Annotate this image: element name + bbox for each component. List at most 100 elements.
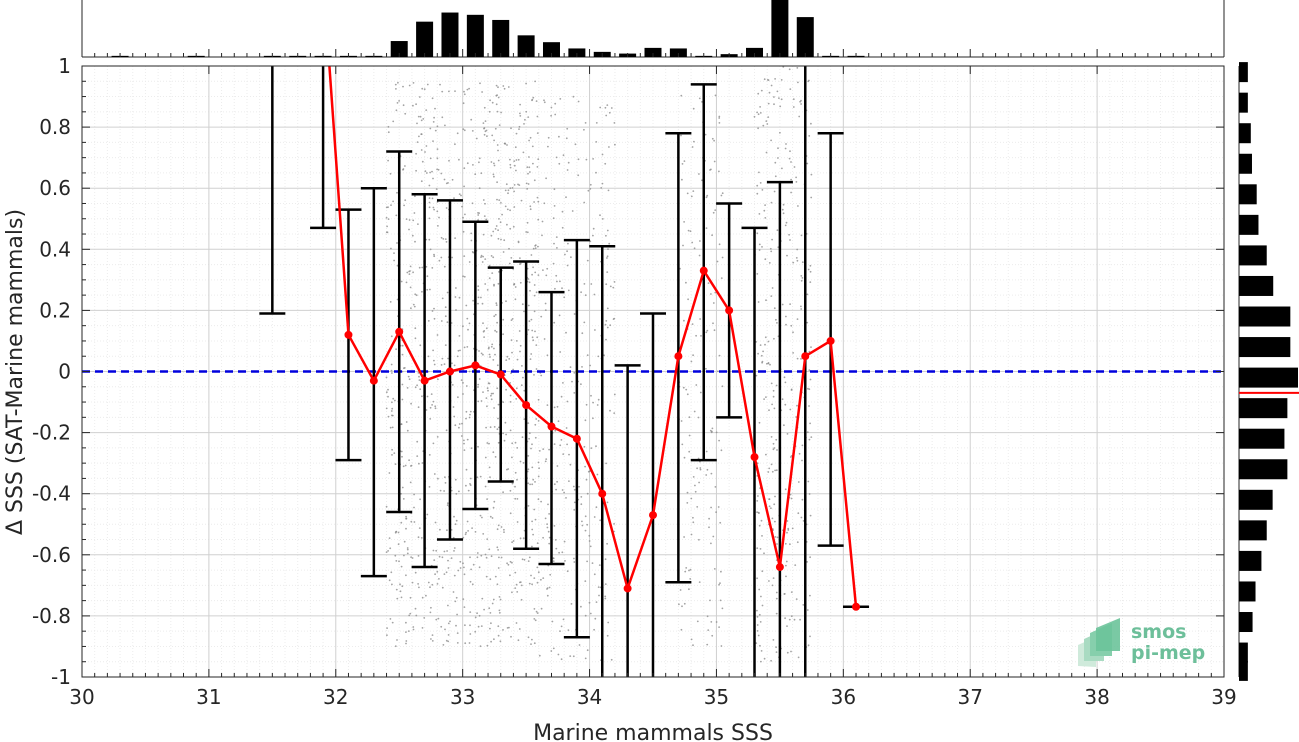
scatter-point bbox=[481, 516, 483, 519]
scatter-point bbox=[465, 417, 467, 420]
scatter-point bbox=[478, 378, 481, 380]
scatter-point bbox=[496, 110, 499, 113]
scatter-point bbox=[565, 331, 567, 334]
scatter-point bbox=[782, 203, 785, 206]
scatter-point bbox=[465, 468, 468, 471]
right-histogram-bar bbox=[1239, 184, 1257, 205]
mean-marker bbox=[623, 584, 632, 593]
scatter-point bbox=[705, 450, 708, 453]
scatter-point bbox=[761, 360, 764, 363]
scatter-point bbox=[718, 243, 721, 246]
scatter-point bbox=[424, 170, 427, 173]
scatter-point bbox=[402, 498, 405, 500]
y-tick-label: 0.4 bbox=[39, 237, 71, 261]
scatter-point bbox=[500, 238, 502, 241]
scatter-point bbox=[462, 562, 464, 565]
scatter-point bbox=[461, 422, 463, 425]
scatter-point bbox=[477, 219, 479, 221]
scatter-point bbox=[414, 195, 416, 198]
scatter-point bbox=[544, 517, 547, 520]
scatter-point bbox=[800, 516, 803, 519]
scatter-point bbox=[760, 650, 763, 652]
scatter-point bbox=[487, 389, 489, 392]
scatter-point bbox=[774, 161, 777, 164]
scatter-point bbox=[593, 516, 596, 518]
scatter-point bbox=[543, 99, 545, 102]
scatter-point bbox=[544, 309, 547, 311]
scatter-point bbox=[483, 133, 486, 136]
scatter-point bbox=[405, 421, 408, 423]
scatter-point bbox=[558, 162, 561, 165]
scatter-point bbox=[406, 548, 409, 551]
scatter-point bbox=[784, 403, 787, 406]
scatter-point bbox=[756, 616, 759, 618]
right-histogram-bar bbox=[1239, 459, 1288, 480]
scatter-point bbox=[536, 115, 539, 118]
scatter-point bbox=[773, 190, 776, 193]
scatter-point bbox=[436, 157, 439, 160]
scatter-point bbox=[390, 363, 393, 366]
scatter-point bbox=[710, 506, 712, 509]
scatter-point bbox=[772, 442, 775, 445]
scatter-point bbox=[466, 317, 469, 320]
scatter-point bbox=[462, 393, 464, 395]
mean-marker bbox=[725, 306, 734, 315]
scatter-point bbox=[781, 398, 784, 401]
scatter-point bbox=[432, 140, 434, 143]
scatter-point bbox=[505, 388, 507, 391]
scatter-point bbox=[507, 192, 509, 195]
scatter-point bbox=[506, 144, 508, 146]
scatter-point bbox=[433, 559, 436, 561]
scatter-point bbox=[527, 455, 530, 457]
scatter-point bbox=[514, 146, 517, 149]
scatter-point bbox=[436, 570, 439, 573]
scatter-point bbox=[391, 401, 393, 404]
scatter-point bbox=[580, 383, 582, 386]
scatter-point bbox=[418, 96, 421, 98]
scatter-point bbox=[429, 171, 431, 174]
scatter-point bbox=[484, 485, 487, 488]
scatter-point bbox=[433, 307, 435, 310]
scatter-point bbox=[786, 531, 788, 534]
scatter-point bbox=[605, 462, 607, 465]
scatter-point bbox=[462, 128, 465, 131]
scatter-point bbox=[537, 398, 540, 401]
scatter-point bbox=[514, 485, 516, 488]
scatter-point bbox=[583, 445, 586, 448]
mean-marker bbox=[445, 367, 454, 376]
scatter-point bbox=[527, 560, 530, 562]
scatter-point bbox=[535, 100, 538, 102]
scatter-point bbox=[528, 432, 531, 435]
scatter-point bbox=[494, 353, 496, 356]
scatter-point bbox=[686, 491, 689, 494]
scatter-point bbox=[806, 561, 808, 563]
scatter-point bbox=[796, 67, 799, 69]
scatter-point bbox=[518, 330, 521, 332]
scatter-point bbox=[401, 344, 404, 347]
scatter-point bbox=[783, 376, 786, 379]
top-histogram-bar bbox=[416, 21, 434, 57]
top-histogram-bar bbox=[796, 17, 814, 58]
scatter-point bbox=[463, 275, 466, 278]
scatter-point bbox=[494, 456, 497, 458]
scatter-point bbox=[468, 370, 471, 373]
scatter-point bbox=[409, 481, 412, 484]
scatter-point bbox=[692, 516, 694, 519]
scatter-point bbox=[557, 653, 560, 656]
scatter-point bbox=[433, 253, 435, 256]
mean-marker bbox=[775, 563, 784, 572]
scatter-point bbox=[390, 247, 392, 250]
top-histogram-bar bbox=[441, 12, 459, 57]
scatter-point bbox=[584, 614, 587, 617]
scatter-point bbox=[691, 323, 694, 325]
scatter-point bbox=[771, 287, 774, 289]
scatter-point bbox=[525, 110, 528, 113]
scatter-point bbox=[810, 122, 812, 125]
scatter-point bbox=[413, 212, 416, 214]
scatter-point bbox=[590, 394, 592, 397]
scatter-point bbox=[534, 245, 536, 247]
scatter-point bbox=[588, 470, 591, 473]
scatter-point bbox=[584, 465, 586, 468]
scatter-point bbox=[428, 238, 431, 241]
scatter-point bbox=[440, 256, 443, 259]
